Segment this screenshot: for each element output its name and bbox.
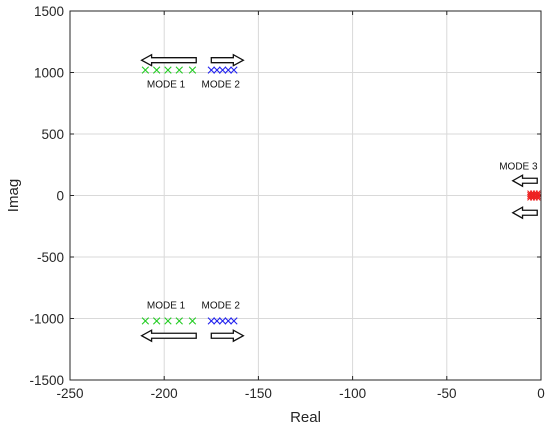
direction-arrows [140,53,538,343]
y-tick-label: 0 [56,189,64,204]
pole-marker [141,317,150,325]
y-tick-label: -500 [37,250,64,265]
pole-marker [152,66,161,74]
x-tick-label: -100 [339,386,366,401]
pole-marker [152,317,161,325]
pole-marker [207,66,215,74]
x-tick-labels: -250 -200 -150 -100 -50 0 [56,386,544,401]
pole-marker [175,66,183,74]
direction-arrow-left [140,329,197,343]
pole-marker [213,317,221,325]
mode-label: MODE 1 [147,301,186,312]
y-tick-label: 1000 [34,66,64,81]
x-axis-label: Real [290,409,321,426]
mode-annotations: MODE 1 MODE 2 MODE 1 MODE 2 MODE 3 [147,79,538,311]
x-tick-label: -150 [245,386,272,401]
pole-marker [224,66,232,74]
pole-marker [207,317,215,325]
pole-marker [213,66,221,74]
pole-marker [535,193,541,200]
direction-arrow-left [511,206,538,220]
y-axis-label: Imag [5,179,22,212]
pole-marker [230,317,238,325]
mode-label: MODE 2 [202,79,241,90]
direction-arrow-right [210,329,245,343]
pole-marker [218,317,227,325]
pole-markers [141,66,541,325]
y-tick-label: 1500 [34,4,64,19]
pole-marker [141,66,150,74]
y-tick-label: -1000 [29,312,64,327]
plot-frame [69,10,542,381]
x-tick-label: 0 [537,386,545,401]
pole-marker [188,317,197,325]
pole-marker [230,66,238,74]
pole-marker [218,66,227,74]
x-tick-label: -50 [437,386,457,401]
mode-label: MODE 1 [147,79,186,90]
direction-arrow-right [210,53,245,67]
pole-marker [188,66,197,74]
pole-marker [224,317,232,325]
y-tick-label: 500 [41,127,64,142]
pole-marker [164,317,172,325]
pole-marker [175,317,183,325]
x-tick-label: -250 [56,386,83,401]
pole-marker [164,66,172,74]
direction-arrow-left [511,174,538,188]
mode-label: MODE 3 [499,162,538,173]
x-tick-label: -200 [151,386,178,401]
mode-label: MODE 2 [202,301,241,312]
y-tick-label: -1500 [29,373,64,388]
pole-marker [535,195,541,201]
direction-arrow-left [140,53,197,67]
y-tick-labels: -1500 -1000 -500 0 500 1000 1500 [29,4,64,388]
